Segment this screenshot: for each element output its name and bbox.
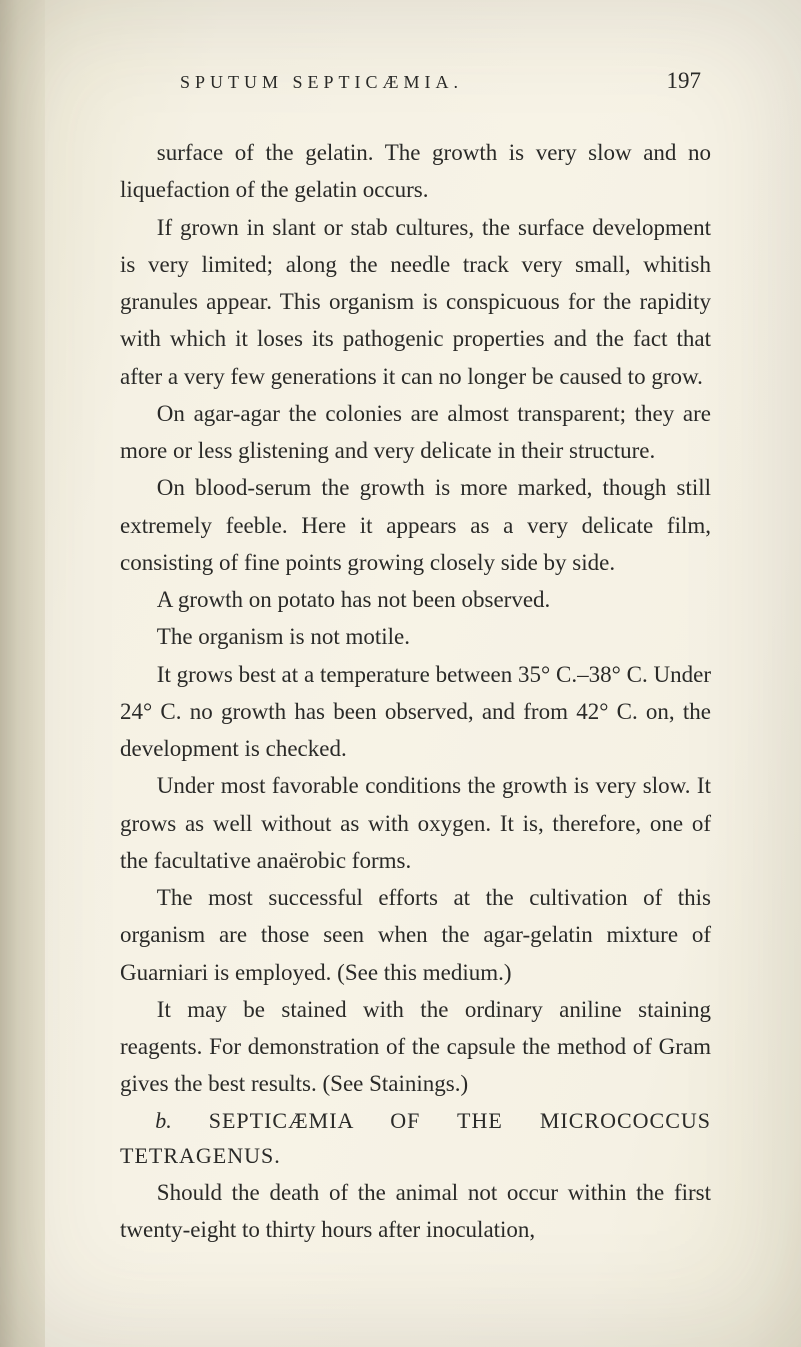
paragraph: The most successful efforts at the culti… bbox=[120, 879, 711, 991]
paragraph: On agar-agar the colonies are almost tra… bbox=[120, 395, 711, 470]
paragraph: It grows best at a temperature between 3… bbox=[120, 656, 711, 768]
subhead-text: SEPTICÆMIA OF THE MICROCOCCUS TETRAGENUS… bbox=[120, 1108, 711, 1169]
paragraph: Should the death of the animal not occur… bbox=[120, 1174, 711, 1249]
subhead-prefix: b. bbox=[155, 1108, 172, 1133]
paragraph: It may be stained with the ordinary anil… bbox=[120, 991, 711, 1103]
paragraph: A growth on potato has not been observed… bbox=[120, 581, 711, 618]
page-header: SPUTUM SEPTICÆMIA. 197 bbox=[120, 68, 711, 94]
paragraph: Under most favorable conditions the grow… bbox=[120, 767, 711, 879]
paragraph: surface of the gelatin. The growth is ve… bbox=[120, 134, 711, 209]
running-head: SPUTUM SEPTICÆMIA. bbox=[180, 72, 463, 93]
scanned-page: SPUTUM SEPTICÆMIA. 197 surface of the ge… bbox=[0, 0, 801, 1347]
section-subhead: b. SEPTICÆMIA OF THE MICROCOCCUS TETRAGE… bbox=[120, 1103, 711, 1174]
body-text: surface of the gelatin. The growth is ve… bbox=[120, 134, 711, 1248]
paragraph: The organism is not motile. bbox=[120, 618, 711, 655]
page-number: 197 bbox=[667, 68, 702, 94]
paragraph: On blood-serum the growth is more marked… bbox=[120, 469, 711, 581]
paragraph: If grown in slant or stab cultures, the … bbox=[120, 209, 711, 395]
